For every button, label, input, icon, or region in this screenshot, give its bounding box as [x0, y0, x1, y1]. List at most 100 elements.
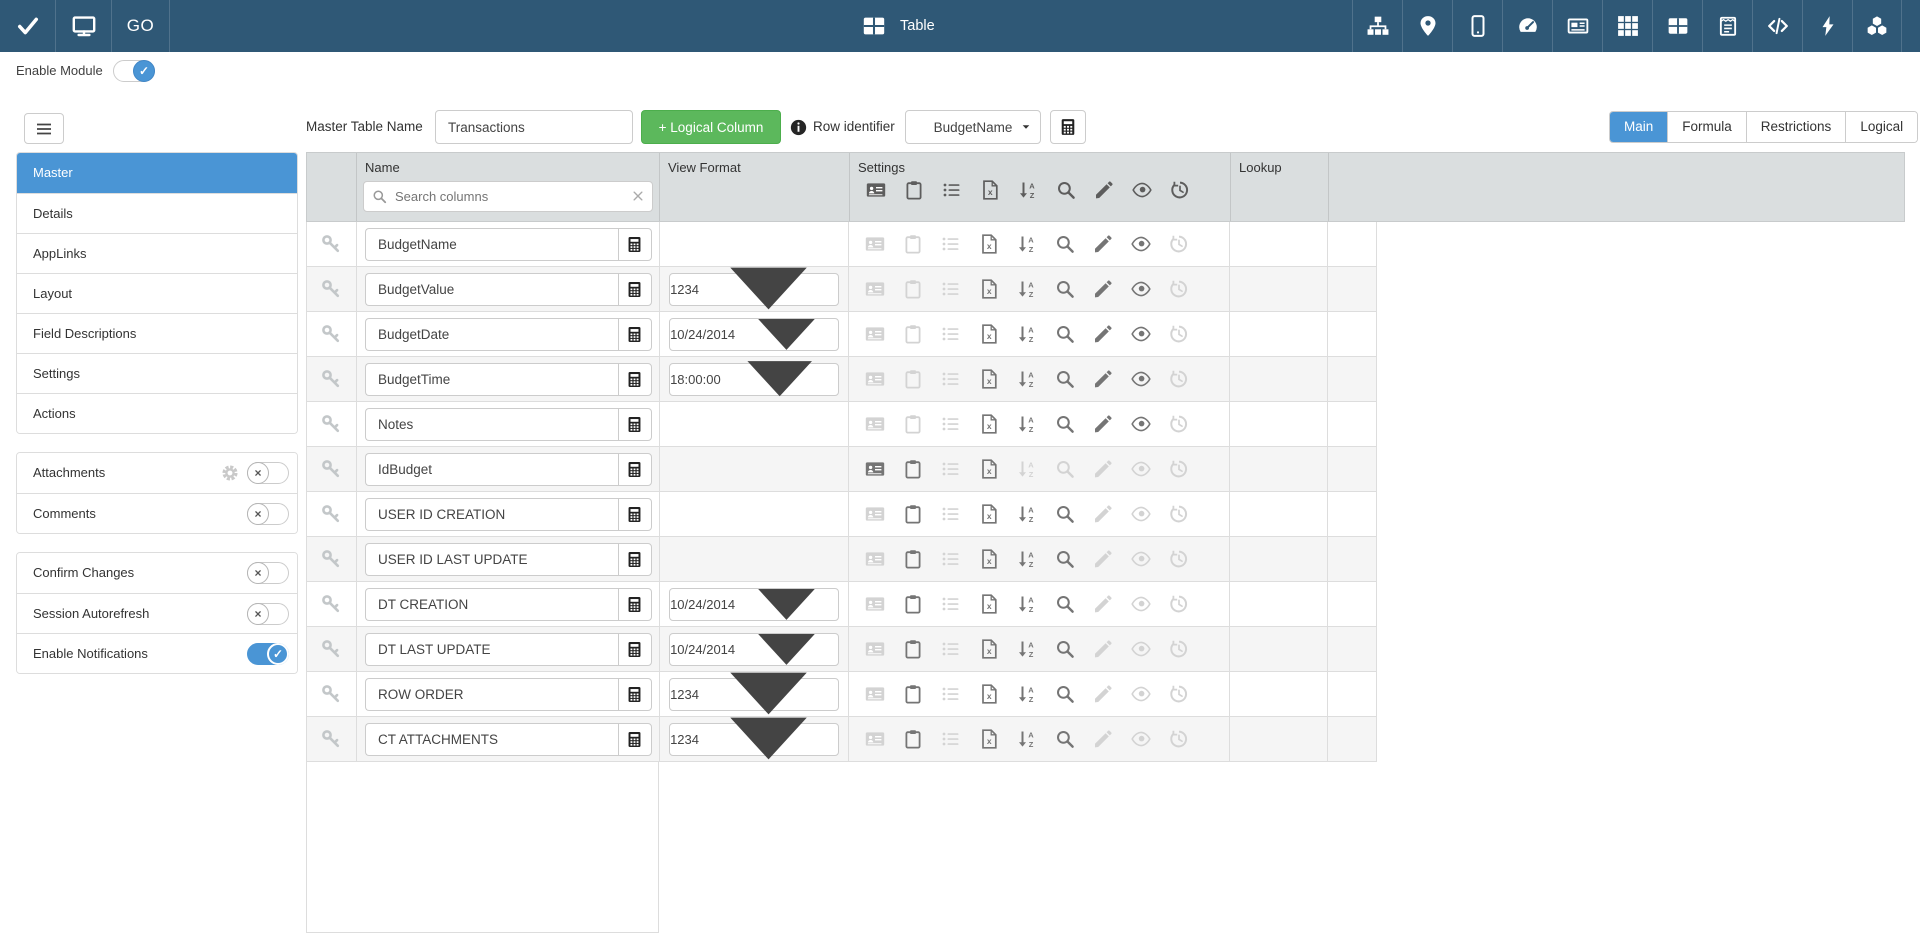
- go-button[interactable]: GO: [112, 0, 170, 52]
- clipboard-icon[interactable]: [903, 504, 923, 524]
- column-name-input[interactable]: [364, 542, 618, 576]
- column-formula-button[interactable]: [617, 317, 652, 351]
- clipboard-icon[interactable]: [903, 594, 923, 614]
- column-name-input[interactable]: [364, 317, 618, 351]
- pencil-icon[interactable]: [1093, 279, 1113, 299]
- sidebar-item-details[interactable]: Details: [17, 193, 297, 233]
- search-icon[interactable]: [1055, 369, 1075, 389]
- pencil-icon[interactable]: [1093, 369, 1113, 389]
- add-logical-column-button[interactable]: + Logical Column: [641, 110, 781, 144]
- column-formula-button[interactable]: [617, 542, 652, 576]
- column-name-input[interactable]: [364, 227, 618, 261]
- formula-button[interactable]: [1050, 110, 1086, 144]
- sidebar-item-field-descriptions[interactable]: Field Descriptions: [17, 313, 297, 353]
- column-formula-button[interactable]: [617, 272, 652, 306]
- column-name-input[interactable]: [364, 587, 618, 621]
- search-icon[interactable]: [1055, 234, 1075, 254]
- search-icon[interactable]: [1055, 594, 1075, 614]
- view-format-select[interactable]: 10/24/2014: [669, 587, 840, 621]
- excel-file-icon[interactable]: x: [979, 414, 999, 434]
- topbar-module-map-pin[interactable]: [1402, 0, 1452, 52]
- clipboard-icon[interactable]: [903, 459, 923, 479]
- comments-toggle[interactable]: ×: [247, 503, 289, 525]
- topbar-module-table-cells[interactable]: [1652, 0, 1702, 52]
- column-name-input[interactable]: [364, 272, 618, 306]
- topbar-module-mobile[interactable]: [1452, 0, 1502, 52]
- eye-icon[interactable]: [1131, 414, 1152, 434]
- excel-file-icon[interactable]: x: [979, 504, 999, 524]
- clipboard-icon[interactable]: [904, 180, 924, 200]
- confirm-changes-toggle[interactable]: ×: [247, 562, 289, 584]
- pencil-icon[interactable]: [1093, 234, 1113, 254]
- attachments-toggle[interactable]: ×: [247, 462, 289, 484]
- id-card-icon[interactable]: [866, 180, 886, 200]
- column-name-input[interactable]: [364, 677, 618, 711]
- column-name-input[interactable]: [364, 497, 618, 531]
- pencil-icon[interactable]: [1093, 414, 1113, 434]
- column-formula-button[interactable]: [617, 632, 652, 666]
- search-icon[interactable]: [1056, 180, 1076, 200]
- topbar-module-tachometer[interactable]: [1502, 0, 1552, 52]
- column-formula-button[interactable]: [617, 497, 652, 531]
- excel-file-icon[interactable]: x: [979, 279, 999, 299]
- view-format-select[interactable]: 10/24/2014: [669, 632, 840, 666]
- search-icon[interactable]: [1055, 639, 1075, 659]
- search-icon[interactable]: [1055, 684, 1075, 704]
- clipboard-icon[interactable]: [903, 684, 923, 704]
- tab-logical[interactable]: Logical: [1845, 112, 1918, 142]
- eye-icon[interactable]: [1131, 279, 1152, 299]
- column-formula-button[interactable]: [617, 722, 652, 756]
- pencil-icon[interactable]: [1093, 324, 1113, 344]
- search-icon[interactable]: [1055, 729, 1075, 749]
- column-name-input[interactable]: [364, 362, 618, 396]
- confirm-button[interactable]: [0, 0, 56, 52]
- excel-file-icon[interactable]: x: [979, 459, 999, 479]
- sidebar-item-layout[interactable]: Layout: [17, 273, 297, 313]
- clear-icon[interactable]: [631, 189, 645, 203]
- search-columns-input[interactable]: [363, 181, 653, 212]
- search-icon[interactable]: [1055, 324, 1075, 344]
- excel-file-icon[interactable]: x: [979, 549, 999, 569]
- sidebar-item-applinks[interactable]: AppLinks: [17, 233, 297, 273]
- gear-icon[interactable]: [221, 464, 239, 482]
- excel-file-icon[interactable]: x: [979, 234, 999, 254]
- topbar-module-grid[interactable]: [1602, 0, 1652, 52]
- column-formula-button[interactable]: [617, 677, 652, 711]
- column-formula-button[interactable]: [617, 362, 652, 396]
- topbar-module-bolt[interactable]: [1802, 0, 1852, 52]
- preview-button[interactable]: [56, 0, 112, 52]
- clipboard-icon[interactable]: [903, 549, 923, 569]
- id-card-icon[interactable]: [865, 459, 885, 479]
- excel-file-icon[interactable]: x: [979, 324, 999, 344]
- session-autorefresh-toggle[interactable]: ×: [247, 603, 289, 625]
- view-format-select[interactable]: 1234: [669, 718, 840, 760]
- clipboard-icon[interactable]: [903, 639, 923, 659]
- topbar-module-code[interactable]: [1752, 0, 1802, 52]
- history-icon[interactable]: [1170, 180, 1190, 200]
- column-name-input[interactable]: [364, 407, 618, 441]
- list-icon[interactable]: [942, 180, 962, 200]
- eye-icon[interactable]: [1131, 324, 1152, 344]
- sidebar-item-settings[interactable]: Settings: [17, 353, 297, 393]
- search-icon[interactable]: [1055, 504, 1075, 524]
- topbar-module-sitemap[interactable]: [1352, 0, 1402, 52]
- row-identifier-select[interactable]: BudgetName: [905, 110, 1041, 144]
- sidebar-item-actions[interactable]: Actions: [17, 393, 297, 433]
- pencil-icon[interactable]: [1094, 180, 1114, 200]
- excel-file-icon[interactable]: x: [979, 594, 999, 614]
- excel-file-icon[interactable]: x: [979, 369, 999, 389]
- column-formula-button[interactable]: [617, 452, 652, 486]
- sidebar-item-master[interactable]: Master: [17, 153, 297, 193]
- enable-notifications-toggle[interactable]: ✓: [247, 643, 289, 665]
- excel-file-icon[interactable]: x: [980, 180, 1000, 200]
